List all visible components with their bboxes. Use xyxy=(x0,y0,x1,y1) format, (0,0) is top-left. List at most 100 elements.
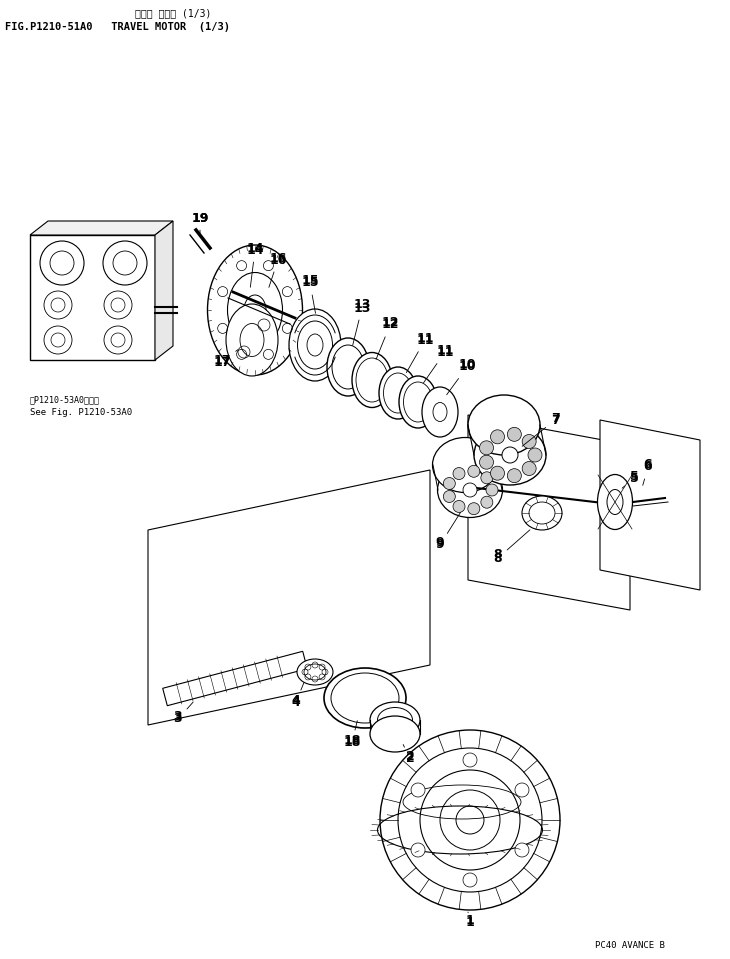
Circle shape xyxy=(44,291,72,319)
Text: 13: 13 xyxy=(353,301,371,345)
Text: 15: 15 xyxy=(301,273,319,287)
Text: 18: 18 xyxy=(343,721,361,749)
Circle shape xyxy=(453,501,465,512)
Bar xyxy=(30,235,155,360)
Circle shape xyxy=(515,783,529,797)
Text: 12: 12 xyxy=(376,318,399,360)
Text: 2: 2 xyxy=(406,751,415,763)
Polygon shape xyxy=(148,470,430,725)
Text: 13: 13 xyxy=(353,298,371,312)
Circle shape xyxy=(453,468,465,480)
Text: 16: 16 xyxy=(269,251,287,265)
Circle shape xyxy=(411,843,425,857)
Text: 10: 10 xyxy=(447,361,476,395)
Text: 11: 11 xyxy=(416,332,434,344)
Ellipse shape xyxy=(327,338,369,396)
Circle shape xyxy=(103,241,147,285)
Text: See Fig. P1210-53A0: See Fig. P1210-53A0 xyxy=(30,408,132,417)
Ellipse shape xyxy=(422,387,458,437)
Text: 14: 14 xyxy=(246,242,264,254)
Text: 9: 9 xyxy=(436,512,461,551)
Circle shape xyxy=(463,753,477,767)
Text: 6: 6 xyxy=(644,458,653,472)
Ellipse shape xyxy=(352,353,392,408)
Text: 1: 1 xyxy=(466,914,474,926)
Ellipse shape xyxy=(432,437,498,493)
Circle shape xyxy=(507,469,521,482)
Ellipse shape xyxy=(244,295,266,325)
Text: FIG.P1210-51A0   TRAVEL MOTOR  (1/3): FIG.P1210-51A0 TRAVEL MOTOR (1/3) xyxy=(5,22,230,32)
Circle shape xyxy=(420,770,520,870)
Polygon shape xyxy=(600,420,700,590)
Text: 10: 10 xyxy=(458,359,476,371)
Ellipse shape xyxy=(370,716,420,752)
Circle shape xyxy=(481,472,493,483)
Polygon shape xyxy=(163,651,307,706)
Circle shape xyxy=(44,326,72,354)
Text: 6: 6 xyxy=(642,460,653,485)
Text: 9: 9 xyxy=(436,536,445,550)
Polygon shape xyxy=(30,221,173,235)
Text: 3: 3 xyxy=(174,711,182,723)
Circle shape xyxy=(463,483,477,497)
Text: 4: 4 xyxy=(291,693,300,707)
Text: 19: 19 xyxy=(191,212,209,224)
Circle shape xyxy=(443,490,456,503)
Circle shape xyxy=(515,843,529,857)
Ellipse shape xyxy=(228,272,283,347)
Circle shape xyxy=(468,503,480,515)
Text: 8: 8 xyxy=(493,529,530,565)
Circle shape xyxy=(443,478,456,489)
Text: 2: 2 xyxy=(403,744,415,765)
Circle shape xyxy=(528,448,542,462)
Circle shape xyxy=(380,730,560,910)
Ellipse shape xyxy=(379,367,417,419)
Circle shape xyxy=(502,447,518,463)
Polygon shape xyxy=(468,415,630,610)
Circle shape xyxy=(486,484,498,496)
Ellipse shape xyxy=(297,659,333,685)
Ellipse shape xyxy=(597,475,632,529)
Text: 12: 12 xyxy=(381,316,399,330)
Ellipse shape xyxy=(468,395,540,455)
Ellipse shape xyxy=(399,376,437,428)
Ellipse shape xyxy=(207,245,302,375)
Text: 15: 15 xyxy=(301,276,319,314)
Circle shape xyxy=(522,434,536,449)
Ellipse shape xyxy=(289,309,341,381)
Text: 11: 11 xyxy=(423,345,454,383)
Ellipse shape xyxy=(522,496,562,530)
Text: 11: 11 xyxy=(437,343,454,357)
Circle shape xyxy=(463,873,477,887)
Text: 11: 11 xyxy=(407,334,434,373)
Text: 19: 19 xyxy=(191,212,209,235)
Text: 7: 7 xyxy=(550,411,559,425)
Polygon shape xyxy=(155,221,173,360)
Circle shape xyxy=(468,465,480,478)
Ellipse shape xyxy=(324,668,406,728)
Text: 第P1210-53A0図参照: 第P1210-53A0図参照 xyxy=(30,395,100,404)
Circle shape xyxy=(507,428,521,441)
Text: 8: 8 xyxy=(493,549,502,562)
Circle shape xyxy=(522,461,536,476)
Text: 16: 16 xyxy=(269,253,287,288)
Circle shape xyxy=(491,466,504,480)
Text: 4: 4 xyxy=(291,683,304,709)
Circle shape xyxy=(411,783,425,797)
Text: 1: 1 xyxy=(466,912,474,928)
Circle shape xyxy=(480,456,493,469)
Text: 18: 18 xyxy=(343,734,361,746)
Ellipse shape xyxy=(370,702,420,738)
Text: 5: 5 xyxy=(629,470,638,482)
Circle shape xyxy=(104,326,132,354)
Ellipse shape xyxy=(474,425,546,485)
Circle shape xyxy=(40,241,84,285)
Circle shape xyxy=(104,291,132,319)
Text: PC40 AVANCE B: PC40 AVANCE B xyxy=(595,941,665,950)
Circle shape xyxy=(481,496,493,508)
Ellipse shape xyxy=(437,462,502,518)
Text: 17: 17 xyxy=(213,350,238,368)
Text: 14: 14 xyxy=(246,244,264,288)
Text: サーボ モータ (1/3): サーボ モータ (1/3) xyxy=(135,8,212,18)
Text: 3: 3 xyxy=(174,702,193,726)
